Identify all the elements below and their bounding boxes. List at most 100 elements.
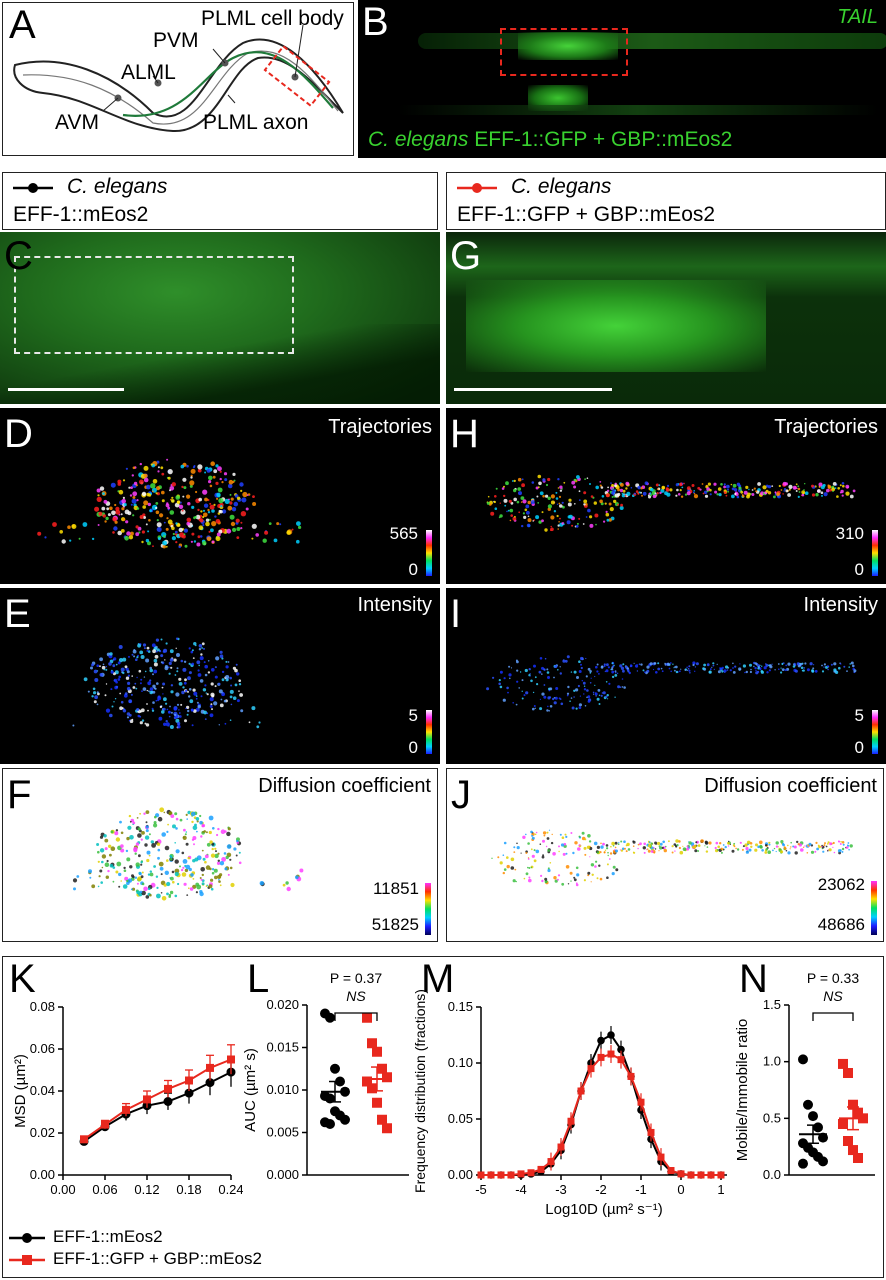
particle: [108, 844, 112, 848]
particle: [780, 489, 783, 491]
particle: [765, 663, 767, 665]
particle: [226, 528, 232, 534]
particle: [134, 876, 138, 879]
particle: [816, 847, 819, 851]
particle: [720, 847, 723, 850]
particle: [203, 661, 206, 664]
particle: [637, 485, 641, 490]
dot-point: [340, 1114, 350, 1125]
particle: [171, 536, 176, 541]
particle: [498, 516, 501, 519]
particle: [717, 487, 722, 491]
particle: [777, 663, 780, 665]
particle: [209, 713, 214, 718]
particle: [193, 540, 197, 543]
particle: [550, 515, 555, 520]
particle: [608, 858, 611, 860]
particle: [88, 869, 92, 874]
particle: [706, 487, 710, 491]
particle: [745, 846, 749, 851]
particle: [536, 495, 539, 498]
particle: [162, 540, 168, 546]
particle: [817, 844, 820, 847]
particle: [168, 710, 171, 713]
particle: [264, 530, 269, 535]
particle: [107, 513, 111, 517]
particle: [157, 848, 161, 852]
particle: [598, 864, 601, 867]
particle: [228, 479, 234, 485]
particle: [557, 487, 560, 489]
particle: [183, 528, 188, 533]
particle: [738, 484, 742, 488]
particle: [745, 850, 749, 854]
particle: [813, 664, 815, 666]
particle: [157, 466, 160, 469]
particle: [182, 495, 185, 498]
particle: [236, 536, 240, 539]
panel-i-intensity: I Intensity 5 0: [446, 588, 886, 764]
particle: [140, 861, 143, 864]
m-series-line: [481, 1052, 721, 1176]
particle: [188, 867, 192, 872]
particle: [219, 703, 224, 708]
particle: [586, 845, 591, 849]
header-left: C. elegans EFF-1::mEos2: [2, 172, 438, 230]
particle: [648, 841, 651, 843]
k-x-tick-label: 0.24: [218, 1182, 243, 1197]
particle: [691, 484, 695, 487]
particle: [169, 489, 171, 492]
particle: [208, 530, 211, 533]
particle: [619, 488, 624, 493]
particle: [169, 857, 173, 861]
particle: [765, 489, 769, 493]
particle: [142, 687, 147, 691]
particle: [158, 861, 164, 867]
particle: [162, 707, 166, 711]
particle: [164, 845, 170, 851]
particle: [152, 545, 154, 548]
particle: [513, 846, 516, 849]
particle: [178, 504, 184, 509]
particle: [725, 665, 729, 669]
dot-y-tick-label: 0.015: [266, 1040, 299, 1055]
particle: [516, 842, 518, 845]
particle: [559, 517, 561, 520]
particle: [161, 490, 165, 495]
particle: [590, 863, 595, 867]
m-point: [697, 1171, 705, 1179]
particle: [774, 492, 777, 494]
particle: [720, 851, 723, 854]
panel-f-diffusion: F Diffusion coefficient 11851 51825: [2, 768, 438, 942]
particle: [841, 494, 844, 497]
particle: [202, 509, 206, 512]
particle: [546, 831, 549, 834]
particle: [158, 716, 163, 721]
particle: [177, 725, 181, 729]
particle: [152, 490, 154, 493]
particle: [557, 874, 561, 877]
particle: [709, 493, 712, 496]
particle: [125, 667, 129, 671]
particle: [120, 844, 124, 848]
particle: [235, 663, 238, 666]
particle: [808, 842, 812, 846]
particle: [532, 691, 535, 694]
particle: [650, 842, 653, 845]
particle: [202, 688, 207, 692]
d-scale-min: 0: [408, 560, 418, 579]
particle: [746, 492, 751, 497]
particle: [614, 493, 619, 498]
particle: [211, 868, 215, 871]
particle: [565, 852, 568, 855]
particle: [156, 519, 159, 522]
particle: [515, 703, 518, 706]
particle: [590, 881, 592, 883]
particle: [225, 678, 229, 682]
particle: [229, 858, 232, 861]
particle: [123, 708, 126, 711]
particle: [678, 846, 681, 850]
particle: [143, 812, 146, 815]
k-point: [143, 1095, 151, 1104]
